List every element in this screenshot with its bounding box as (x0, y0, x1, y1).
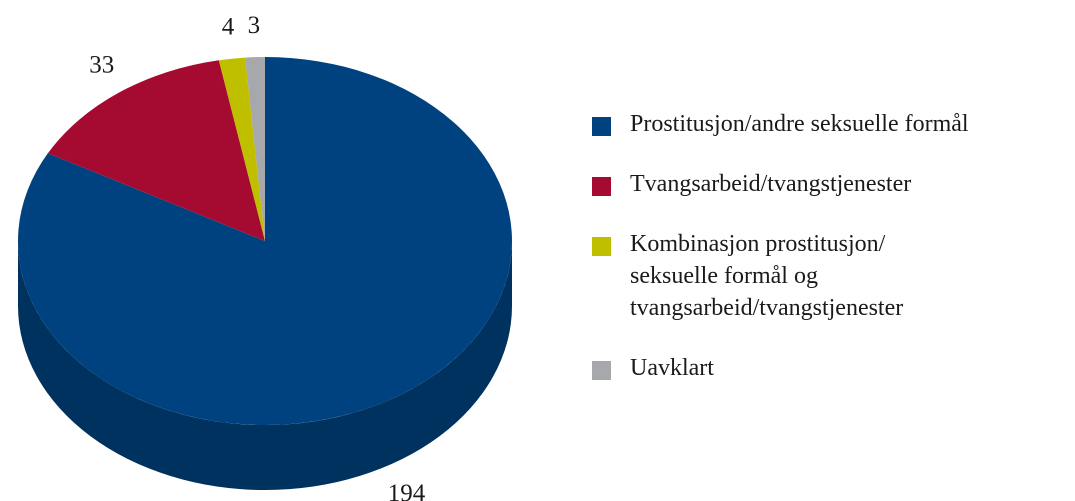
data-label: 33 (89, 51, 114, 78)
pie-slice (245, 57, 265, 241)
pie-side (18, 241, 512, 490)
legend-swatch (592, 177, 611, 196)
legend-swatch (592, 237, 611, 256)
data-label: 194 (388, 480, 426, 501)
pie-slice (218, 57, 265, 242)
legend-swatch (592, 117, 611, 136)
legend-item: Tvangsarbeid/tvangstjenester (592, 168, 969, 200)
legend: Prostitusjon/andre seksuelle formål Tvang… (592, 108, 969, 412)
pie-slice (47, 60, 266, 241)
data-label: 4 (222, 14, 235, 41)
legend-item: Prostitusjon/andre seksuelle formål (592, 108, 969, 140)
legend-label: Tvangsarbeid/tvangstjenester (630, 171, 912, 197)
legend-label: Uavklart (630, 355, 714, 381)
data-label: 3 (248, 12, 261, 39)
legend-label: Kombinasjon prostitusjon/ seksuelle form… (630, 231, 904, 321)
legend-item: Uavklart (592, 352, 969, 384)
legend-label: Prostitusjon/andre seksuelle formål (630, 111, 969, 137)
legend-item: Kombinasjon prostitusjon/ seksuelle form… (592, 228, 969, 324)
legend-swatch (592, 361, 611, 380)
pie-slice (17, 57, 513, 426)
chart: 194 33 4 3 (17, 12, 513, 501)
